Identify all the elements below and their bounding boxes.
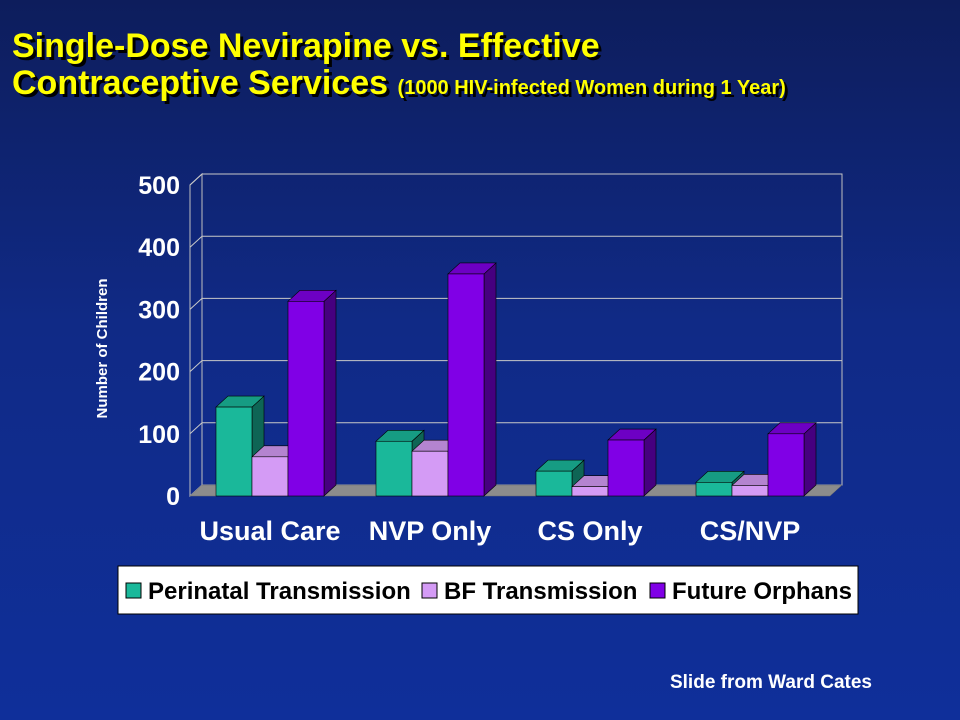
- bar-side: [483, 262, 497, 497]
- gridline: [189, 235, 842, 248]
- legend-label: Future Orphans: [672, 578, 852, 605]
- y-tick-label: 500: [138, 172, 180, 200]
- title-subtitle: (1000 HIV-infected Women during 1 Year): [397, 76, 786, 99]
- bar-front: [767, 433, 805, 497]
- title-line-2-text: Contraceptive Services: [12, 63, 389, 102]
- y-tick-label: 200: [138, 359, 180, 387]
- bar: [447, 262, 497, 497]
- y-axis-label: Number of Children: [94, 278, 111, 418]
- y-tick-label: 400: [138, 234, 180, 262]
- chart-legend: Perinatal Transmission BF Transmission Fut…: [117, 565, 859, 615]
- bar-front: [535, 470, 573, 497]
- bar: [767, 422, 817, 497]
- y-tick-label: 0: [166, 483, 180, 511]
- gridline: [189, 173, 842, 186]
- bar: [287, 289, 337, 497]
- bar-side: [643, 428, 657, 497]
- slide-credit: Slide from Ward Cates: [669, 672, 872, 693]
- bar-front: [731, 485, 769, 497]
- bar-front: [607, 439, 645, 497]
- chart-bars: [215, 262, 817, 497]
- x-category-label: NVP Only: [369, 516, 492, 546]
- title-line-1: Single-Dose Nevirapine vs. Effective: [12, 27, 600, 65]
- bar: [607, 428, 657, 497]
- gridline: [189, 360, 842, 372]
- title-line-2: Contraceptive Services (1000 HIV-infecte…: [12, 63, 786, 102]
- bar-front: [447, 273, 485, 497]
- bar-side: [803, 422, 817, 497]
- bar-front: [571, 486, 609, 497]
- legend-swatch: [125, 582, 142, 599]
- y-tick-label: 300: [138, 296, 180, 324]
- legend-label: BF Transmission: [444, 578, 637, 605]
- x-category-label: Usual Care: [199, 516, 340, 546]
- gridline: [189, 297, 842, 310]
- gridline: [189, 422, 842, 435]
- bar-front: [695, 482, 733, 497]
- bar-side: [323, 289, 337, 497]
- x-category-label: CS Only: [537, 516, 642, 546]
- bar-front: [215, 406, 253, 497]
- bar-front: [375, 440, 413, 497]
- chart-axes: 0 100 200 300 400 500 Number of Children Usual …: [94, 172, 800, 546]
- bar-front: [251, 456, 289, 497]
- chart-gridlines: [189, 173, 842, 435]
- bar-front: [411, 450, 449, 497]
- legend-label: Perinatal Transmission: [148, 578, 411, 605]
- slide-title: Single-Dose Nevirapine vs. Effective Con…: [12, 28, 786, 101]
- legend-swatch: [649, 582, 666, 599]
- x-category-label: CS/NVP: [700, 516, 801, 546]
- legend-swatch: [421, 582, 438, 599]
- y-tick-label: 100: [138, 421, 180, 449]
- bar-front: [287, 301, 325, 497]
- legend-box: [117, 565, 859, 615]
- chart-side-wall: [189, 172, 203, 498]
